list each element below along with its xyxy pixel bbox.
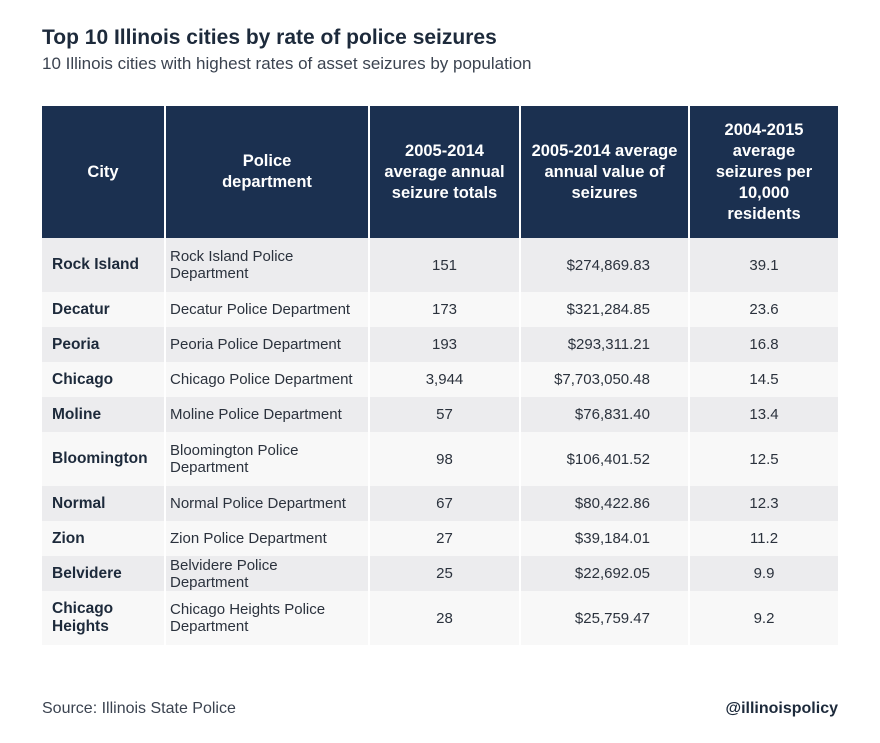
- seizure-value-cell: $22,692.05: [519, 556, 689, 591]
- department-cell: Bloomington Police Department: [164, 432, 369, 486]
- seizures-rate-cell: 13.4: [688, 397, 838, 432]
- seizure-value-cell: $76,831.40: [519, 397, 689, 432]
- chart-title: Top 10 Illinois cities by rate of police…: [42, 26, 497, 49]
- seizures-rate-cell: 23.6: [688, 292, 838, 327]
- column-header-seizures-rate: 2004-2015 average seizures per 10,000 re…: [688, 106, 838, 238]
- seizures-table: City Police department 2005-2014 average…: [42, 106, 838, 645]
- seizure-value-cell: $274,869.83: [519, 238, 689, 292]
- column-header-city: City: [42, 106, 165, 238]
- city-cell: Zion: [42, 521, 165, 556]
- city-cell: Rock Island: [42, 238, 165, 292]
- table-row: Decatur Decatur Police Department 173 $321,…: [42, 292, 838, 327]
- seizures-rate-cell: 39.1: [688, 238, 838, 292]
- city-cell: Bloomington: [42, 432, 165, 486]
- source-note: Source: Illinois State Police: [42, 700, 236, 717]
- column-header-seizure-totals: 2005-2014 average annual seizure totals: [368, 106, 520, 238]
- seizure-value-cell: $106,401.52: [519, 432, 689, 486]
- seizure-totals-cell: 3,944: [368, 362, 520, 397]
- seizure-totals-cell: 173: [368, 292, 520, 327]
- seizure-value-cell: $39,184.01: [519, 521, 689, 556]
- department-cell: Belvidere Police Department: [164, 556, 369, 591]
- seizure-totals-cell: 27: [368, 521, 520, 556]
- city-cell: Chicago Heights: [42, 591, 165, 645]
- seizure-totals-cell: 28: [368, 591, 520, 645]
- city-cell: Belvidere: [42, 556, 165, 591]
- table-row: Belvidere Belvidere Police Department 25 $2…: [42, 556, 838, 591]
- seizure-totals-cell: 151: [368, 238, 520, 292]
- seizures-rate-cell: 16.8: [688, 327, 838, 362]
- column-header-department: Police department: [164, 106, 369, 238]
- seizures-rate-cell: 11.2: [688, 521, 838, 556]
- seizure-totals-cell: 25: [368, 556, 520, 591]
- table-row: Peoria Peoria Police Department 193 $293,31…: [42, 327, 838, 362]
- seizure-totals-cell: 57: [368, 397, 520, 432]
- seizure-value-cell: $7,703,050.48: [519, 362, 689, 397]
- seizure-totals-cell: 98: [368, 432, 520, 486]
- department-cell: Decatur Police Department: [164, 292, 369, 327]
- table-row: Bloomington Bloomington Police Department…: [42, 432, 838, 486]
- city-cell: Decatur: [42, 292, 165, 327]
- table-row: Rock Island Rock Island Police Department…: [42, 238, 838, 292]
- department-cell: Peoria Police Department: [164, 327, 369, 362]
- city-cell: Peoria: [42, 327, 165, 362]
- table-row: Zion Zion Police Department 27 $39,184.01 11…: [42, 521, 838, 556]
- city-cell: Moline: [42, 397, 165, 432]
- social-handle: @illinoispolicy: [725, 700, 838, 717]
- seizure-totals-cell: 67: [368, 486, 520, 521]
- department-cell: Rock Island Police Department: [164, 238, 369, 292]
- seizure-totals-cell: 193: [368, 327, 520, 362]
- department-cell: Zion Police Department: [164, 521, 369, 556]
- department-cell: Chicago Police Department: [164, 362, 369, 397]
- table-row: Chicago Chicago Police Department 3,944 $7,…: [42, 362, 838, 397]
- table-row: Moline Moline Police Department 57 $76,831.…: [42, 397, 838, 432]
- seizures-rate-cell: 14.5: [688, 362, 838, 397]
- department-cell: Normal Police Department: [164, 486, 369, 521]
- table-row: Normal Normal Police Department 67 $80,422.…: [42, 486, 838, 521]
- city-cell: Chicago: [42, 362, 165, 397]
- seizure-value-cell: $321,284.85: [519, 292, 689, 327]
- column-header-seizure-value: 2005-2014 average annual value of seizur…: [519, 106, 689, 238]
- city-cell: Normal: [42, 486, 165, 521]
- department-cell: Moline Police Department: [164, 397, 369, 432]
- seizures-rate-cell: 9.9: [688, 556, 838, 591]
- seizures-rate-cell: 12.5: [688, 432, 838, 486]
- chart-subtitle: 10 Illinois cities with highest rates of…: [42, 54, 532, 73]
- seizure-value-cell: $293,311.21: [519, 327, 689, 362]
- seizures-rate-cell: 12.3: [688, 486, 838, 521]
- table-header-row: City Police department 2005-2014 average…: [42, 106, 838, 238]
- table-row: Chicago Heights Chicago Heights Police De…: [42, 591, 838, 645]
- seizure-value-cell: $80,422.86: [519, 486, 689, 521]
- seizures-rate-cell: 9.2: [688, 591, 838, 645]
- seizure-value-cell: $25,759.47: [519, 591, 689, 645]
- department-cell: Chicago Heights Police Department: [164, 591, 369, 645]
